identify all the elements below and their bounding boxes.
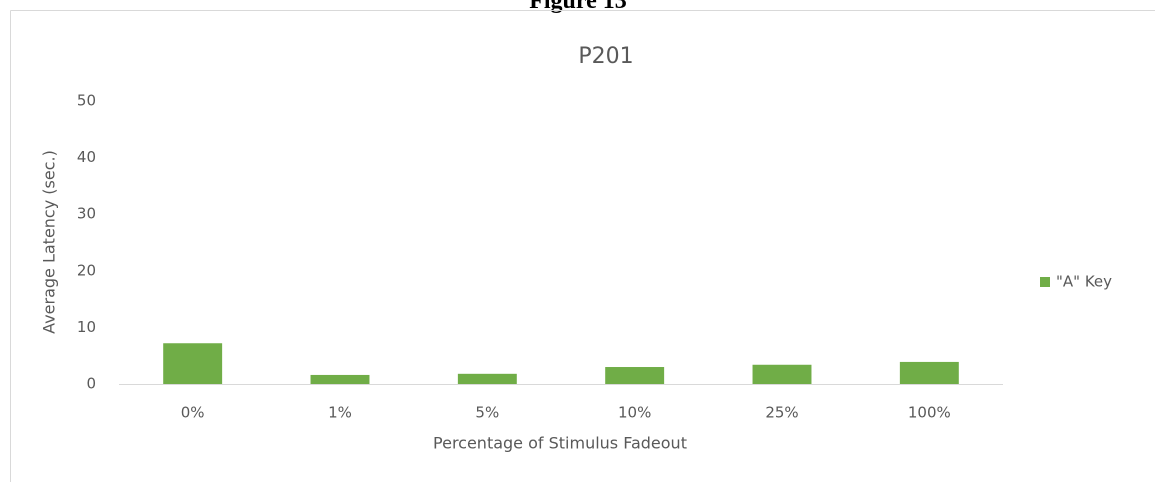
bar — [899, 361, 959, 384]
legend-swatch — [1040, 277, 1050, 287]
chart-title: P201 — [578, 44, 633, 69]
y-tick-label: 0 — [86, 375, 96, 393]
y-axis-title: Average Latency (sec.) — [40, 150, 59, 334]
y-tick-label: 30 — [77, 205, 96, 223]
x-tick-label: 5% — [475, 404, 499, 422]
bar — [752, 364, 812, 384]
y-tick-label: 50 — [77, 92, 96, 110]
bar — [310, 374, 370, 384]
x-tick-label: 100% — [908, 404, 951, 422]
bar — [605, 367, 665, 384]
x-tick-label: 10% — [618, 404, 651, 422]
legend-label: "A" Key — [1056, 273, 1112, 291]
y-tick-label: 20 — [77, 261, 96, 279]
x-tick-label: 25% — [765, 404, 798, 422]
x-tick-label: 0% — [181, 404, 205, 422]
x-axis-title: Percentage of Stimulus Fadeout — [433, 434, 687, 453]
figure-label: Figure 13 — [529, 0, 627, 14]
x-tick-label: 1% — [328, 404, 352, 422]
y-tick-label: 40 — [77, 148, 96, 166]
bar — [163, 343, 223, 384]
bar — [457, 373, 517, 384]
y-tick-label: 10 — [77, 318, 96, 336]
